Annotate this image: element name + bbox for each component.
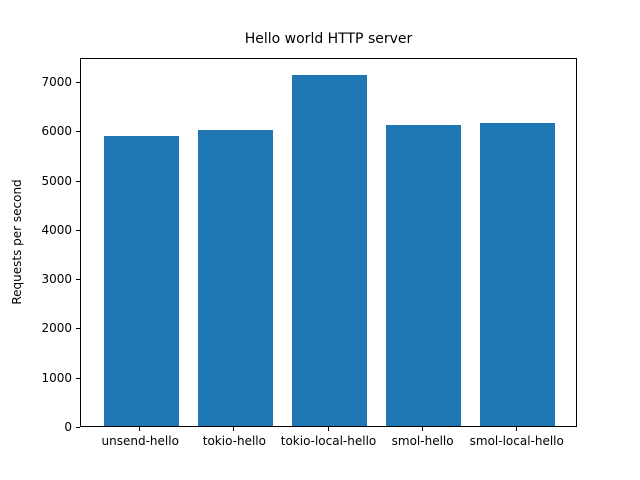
bar-unsend-hello — [103, 136, 179, 426]
bar-smol-local-hello — [480, 122, 556, 426]
y-ticklabel: 1000 — [41, 370, 72, 385]
x-tickmark — [421, 427, 423, 431]
x-tickmark — [515, 427, 517, 431]
y-tickmark — [76, 427, 80, 428]
x-tickmark — [139, 427, 141, 431]
y-tickmark — [76, 82, 80, 84]
y-tickmark — [76, 328, 80, 330]
y-ticklabel: 7000 — [41, 75, 72, 90]
x-tickmark — [327, 427, 329, 431]
y-ticklabel: 2000 — [41, 321, 72, 336]
y-ticklabel: 6000 — [41, 124, 72, 139]
y-ticklabel: 4000 — [41, 222, 72, 237]
plot-area — [80, 58, 577, 427]
y-ticklabel: 5000 — [41, 173, 72, 188]
y-ticklabel: 3000 — [41, 272, 72, 287]
y-tickmark — [76, 131, 80, 133]
bar-tokio-hello — [197, 129, 274, 426]
x-tickmark — [233, 427, 235, 431]
x-ticklabel: smol-hello — [391, 434, 454, 448]
y-ticklabel: 0 — [64, 420, 72, 434]
y-tickmark — [76, 229, 80, 231]
x-ticklabel: tokio-hello — [202, 434, 266, 448]
y-tickmark — [76, 279, 80, 281]
chart-title: Hello world HTTP server — [244, 31, 413, 47]
y-tickmark — [76, 377, 80, 379]
y-tickmark — [76, 180, 80, 182]
x-ticklabel: tokio-local-hello — [280, 434, 377, 448]
y-axis-label: Requests per second — [10, 179, 24, 305]
bar-smol-hello — [385, 125, 462, 426]
bar-tokio-local-hello — [291, 74, 368, 426]
x-ticklabel: unsend-hello — [101, 434, 179, 448]
x-ticklabel: smol-local-hello — [469, 434, 564, 448]
